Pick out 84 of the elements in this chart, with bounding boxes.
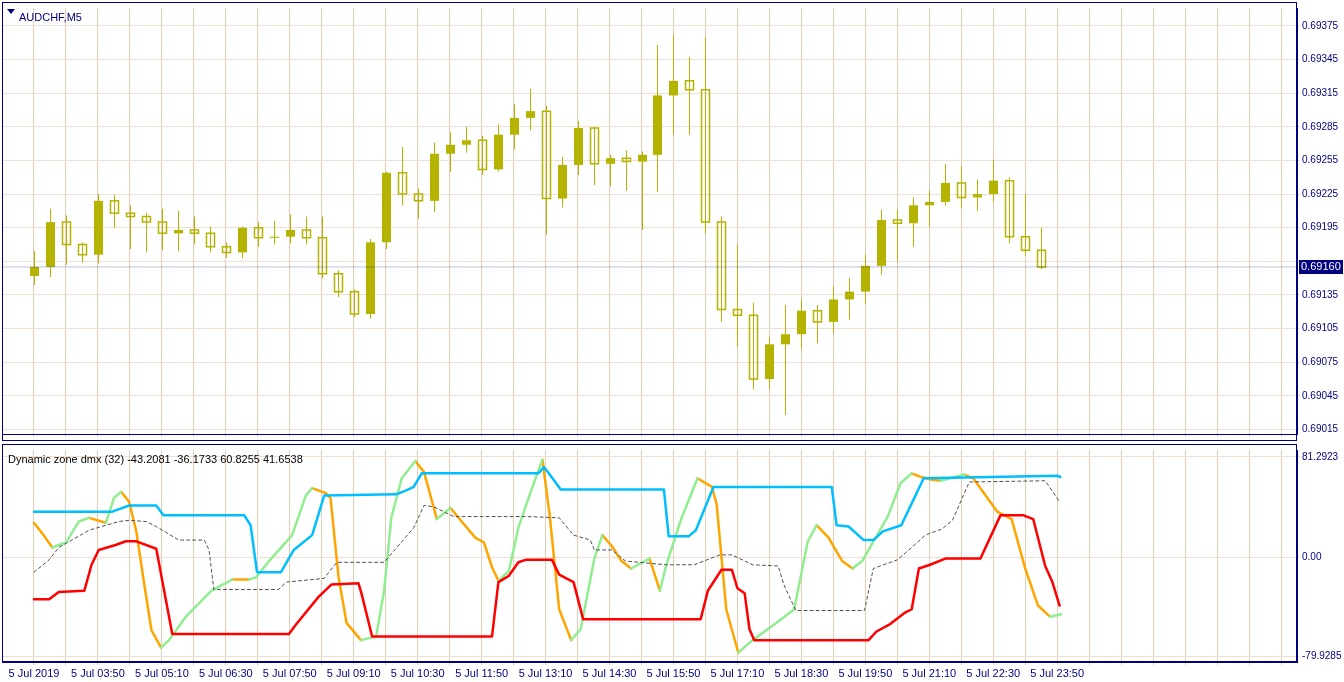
- candlestick: [462, 126, 471, 154]
- candlestick: [526, 88, 535, 131]
- candlestick: [510, 103, 519, 150]
- candlestick: [286, 213, 295, 244]
- x-tick-label: 5 Jul 13:10: [518, 666, 573, 679]
- chart-title: AUDCHF,M5: [19, 10, 82, 23]
- y-tick-label: 0.69075: [1302, 356, 1339, 367]
- candlestick: [30, 250, 39, 286]
- y-tick-label: 0.69285: [1302, 120, 1339, 132]
- candlestick: [669, 34, 678, 136]
- y-tick-label: 81.2923: [1302, 450, 1339, 462]
- candlestick: [589, 126, 600, 186]
- candlestick: [989, 158, 998, 203]
- x-tick-label: 5 Jul 03:50: [71, 666, 125, 679]
- candlestick: [253, 221, 264, 248]
- candlestick: [189, 216, 200, 246]
- ref-line-label: 0.69160: [1301, 260, 1341, 273]
- x-tick-label: 5 Jul 05:10: [134, 666, 189, 679]
- candlestick: [829, 285, 838, 334]
- candlestick: [125, 204, 136, 250]
- candlestick: [748, 302, 759, 390]
- candlestick: [157, 208, 168, 251]
- x-tick-label: 5 Jul 11:50: [455, 666, 509, 679]
- candlestick: [413, 187, 424, 220]
- y-tick-label: 0.69225: [1302, 187, 1339, 199]
- x-tick-label: 5 Jul 15:50: [646, 666, 701, 679]
- candlestick: [317, 216, 328, 279]
- candlestick: [77, 241, 88, 263]
- x-tick-label: 5 Jul 21:10: [902, 666, 957, 679]
- chart-title: Dynamic zone dmx (32) -43.2081 -36.1733 60.8255 41.6538: [8, 452, 303, 465]
- y-tick-label: 0.69135: [1302, 288, 1339, 300]
- candlestick: [781, 304, 790, 416]
- candlestick: [909, 196, 918, 248]
- x-tick-label: 5 Jul 18:30: [774, 666, 829, 679]
- candlestick: [270, 220, 279, 246]
- y-tick-label: 0.69045: [1302, 389, 1339, 401]
- candlestick: [541, 105, 552, 235]
- x-tick-label: 5 Jul 23:50: [1030, 666, 1085, 679]
- y-tick-label: -79.9285: [1302, 649, 1342, 661]
- candlestick: [638, 151, 647, 231]
- candlestick: [333, 269, 344, 298]
- y-tick-label: 0.69315: [1302, 86, 1339, 98]
- x-tick-label: 5 Jul 2019: [8, 666, 60, 679]
- candlestick: [621, 149, 632, 192]
- y-tick-label: 0.00: [1302, 551, 1322, 563]
- x-tick-label: 5 Jul 09:10: [326, 666, 381, 679]
- candlestick: [1036, 227, 1047, 270]
- candlestick: [141, 212, 152, 253]
- y-tick-label: 0.69255: [1302, 154, 1339, 166]
- candlestick: [349, 288, 360, 318]
- y-tick-label: 0.69375: [1302, 19, 1339, 31]
- x-tick-label: 5 Jul 14:30: [582, 666, 637, 679]
- candlestick: [716, 216, 727, 323]
- candlestick: [174, 210, 183, 252]
- candlestick: [61, 214, 72, 266]
- candlestick: [956, 165, 967, 210]
- x-tick-label: 5 Jul 06:30: [198, 666, 253, 679]
- candlestick: [397, 146, 408, 206]
- line-series: [33, 480, 1061, 611]
- x-tick-label: 5 Jul 17:10: [710, 666, 765, 679]
- x-tick-label: 5 Jul 19:50: [838, 666, 893, 679]
- y-tick-label: 0.69015: [1302, 423, 1339, 435]
- candlestick: [892, 209, 903, 262]
- candlestick: [684, 56, 695, 136]
- y-tick-label: 0.69105: [1302, 322, 1339, 334]
- candlestick: [606, 154, 615, 187]
- y-tick-label: 0.69195: [1302, 221, 1339, 233]
- candlestick: [812, 304, 823, 344]
- candlestick: [477, 135, 488, 176]
- x-tick-label: 5 Jul 07:50: [262, 666, 317, 679]
- candlestick: [301, 216, 312, 246]
- y-tick-label: 0.69345: [1302, 53, 1339, 65]
- candlestick: [1020, 193, 1031, 257]
- candlestick: [973, 179, 982, 212]
- candlestick: [109, 194, 120, 229]
- candlestick: [941, 163, 950, 206]
- candlestick: [1004, 176, 1015, 244]
- candlestick: [732, 244, 743, 348]
- candlestick: [925, 190, 934, 228]
- x-tick-label: 5 Jul 10:30: [390, 666, 445, 679]
- x-tick-label: 5 Jul 22:30: [966, 666, 1021, 679]
- candlestick: [205, 226, 216, 253]
- candlestick: [446, 131, 455, 173]
- candlestick: [797, 298, 806, 350]
